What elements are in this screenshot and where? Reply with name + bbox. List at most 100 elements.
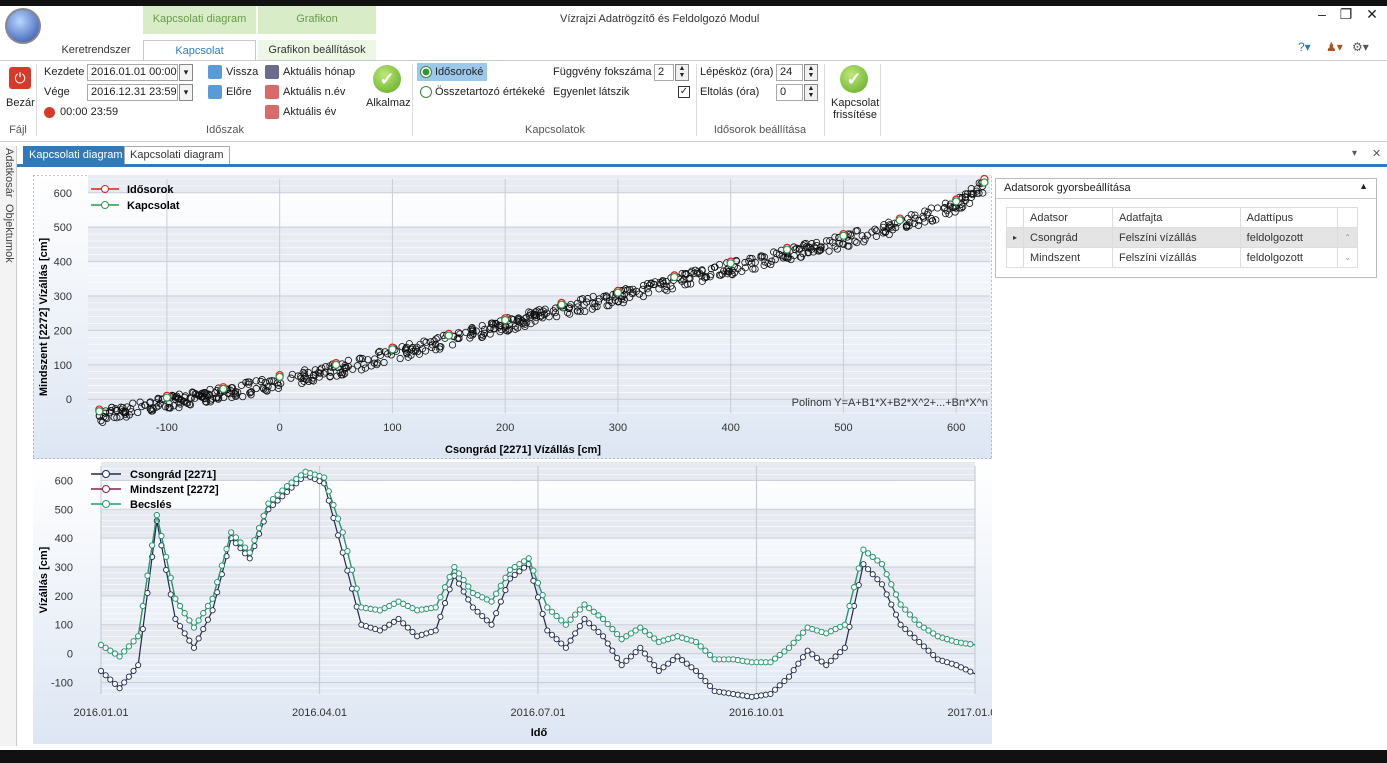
- series-point: [865, 550, 872, 557]
- cell[interactable]: feldolgozott: [1239, 247, 1339, 268]
- tab-keretrendszer[interactable]: Keretrendszer: [61, 44, 131, 56]
- doc-menu-chevron-icon[interactable]: ▾: [1352, 148, 1358, 159]
- help-icon[interactable]: ?▾: [1298, 40, 1311, 54]
- user-icon[interactable]: ♟▾: [1326, 40, 1343, 54]
- doc-tab-active[interactable]: Kapcsolati diagram: [23, 146, 129, 165]
- spinner-icon[interactable]: ▲ ▼: [804, 84, 818, 101]
- cluster-point: [480, 329, 489, 337]
- cluster-point: [678, 269, 686, 278]
- egyenlet-checkbox[interactable]: ✓: [678, 86, 690, 98]
- cell[interactable]: feldolgozott: [1239, 227, 1339, 248]
- y-tick-label: 300: [55, 562, 73, 574]
- cluster-point: [804, 249, 812, 257]
- alkalmaz-button[interactable]: Alkalmaz: [366, 97, 411, 109]
- series-point: [795, 634, 802, 641]
- bezar-button[interactable]: Bezár: [6, 97, 35, 109]
- legend-becsles: Becslés: [130, 499, 172, 511]
- doc-close-icon[interactable]: ✕: [1372, 148, 1382, 160]
- aktualis-nev-button[interactable]: Aktuális n.év: [283, 86, 346, 98]
- series-point: [176, 602, 184, 610]
- series-point: [460, 588, 467, 595]
- col-adattipus[interactable]: Adattípus: [1239, 207, 1339, 228]
- series-point: [400, 620, 407, 627]
- tab-grafikon-beallitasok[interactable]: Grafikon beállítások: [258, 40, 376, 60]
- series-point: [163, 553, 170, 560]
- collapse-icon[interactable]: ▲: [1359, 181, 1368, 191]
- spinner-icon[interactable]: ▲ ▼: [804, 64, 818, 81]
- scroll-down-icon[interactable]: ⌄: [1337, 247, 1358, 268]
- close-icon[interactable]: ✕: [1366, 6, 1378, 22]
- elore-button[interactable]: Előre: [226, 86, 252, 98]
- cluster-point: [808, 240, 816, 248]
- maximize-icon[interactable]: ❐: [1339, 6, 1353, 22]
- cluster-point: [342, 363, 350, 372]
- cluster-point: [409, 347, 418, 355]
- lepeskoz-field[interactable]: 24: [776, 64, 803, 81]
- tab-kapcsolat[interactable]: Kapcsolat: [143, 40, 256, 60]
- kapcsolat-frissitese-line2[interactable]: frissítése: [833, 109, 878, 121]
- eltolas-field[interactable]: 0: [776, 84, 803, 101]
- series-point: [190, 644, 198, 651]
- series-point: [878, 581, 886, 588]
- series-point: [246, 549, 253, 556]
- series-point: [444, 331, 453, 340]
- series-point: [772, 655, 779, 662]
- settings-gear-icon[interactable]: ⚙▾: [1352, 40, 1369, 54]
- refresh-check-icon[interactable]: ✓: [840, 65, 868, 93]
- series-point: [441, 584, 449, 591]
- power-icon[interactable]: ⏻: [9, 67, 31, 89]
- kapcsolat-frissitese-line1[interactable]: Kapcsolat: [831, 97, 880, 109]
- idosoroke-radio[interactable]: [420, 66, 432, 78]
- kezdete-field[interactable]: 2016.01.01 00:00: [87, 64, 178, 81]
- cluster-point: [574, 303, 582, 311]
- cell[interactable]: Felszíni vízállás: [1111, 247, 1241, 268]
- series-point: [785, 673, 793, 680]
- cluster-point: [715, 261, 724, 269]
- cell[interactable]: Mindszent: [1023, 247, 1113, 268]
- vege-field[interactable]: 2016.12.31 23:59: [87, 84, 178, 101]
- col-adatsor[interactable]: Adatsor: [1023, 207, 1113, 228]
- aktualis-honap-button[interactable]: Aktuális hónap: [283, 66, 356, 78]
- series-point: [172, 595, 179, 602]
- cell[interactable]: Csongrád: [1023, 227, 1113, 248]
- forward-icon: [208, 85, 222, 99]
- chevron-down-icon[interactable]: ▾: [179, 84, 193, 101]
- spinner-icon[interactable]: ▲ ▼: [675, 64, 689, 81]
- cluster-point: [940, 204, 948, 212]
- cluster-point: [108, 403, 116, 412]
- cluster-point: [301, 366, 309, 374]
- scroll-up-icon[interactable]: ⌃: [1337, 227, 1358, 248]
- vissza-button[interactable]: Vissza: [226, 66, 259, 78]
- series-point: [488, 598, 495, 605]
- cell[interactable]: Felszíni vízállás: [1111, 227, 1241, 248]
- osszetartozo-radio[interactable]: [420, 86, 432, 98]
- series-point: [297, 472, 304, 479]
- series-point: [595, 628, 602, 635]
- series-point: [916, 639, 923, 646]
- side-tab-adatkosar[interactable]: Adatkosár: [3, 148, 15, 198]
- series-point: [111, 650, 118, 657]
- cluster-point: [353, 362, 362, 370]
- cluster-point: [872, 232, 880, 240]
- cluster-point: [136, 398, 144, 406]
- chevron-down-icon[interactable]: ▾: [179, 64, 193, 81]
- series-point: [799, 654, 807, 661]
- fuggveny-field[interactable]: 2: [654, 64, 674, 81]
- doc-tab[interactable]: Kapcsolati diagram: [124, 146, 230, 165]
- table-row[interactable]: ▸ Csongrád Felszíni vízállás feldolgozot…: [1005, 227, 1358, 248]
- apply-check-icon[interactable]: ✓: [373, 65, 401, 93]
- y-tick-label: -100: [51, 677, 73, 689]
- side-tab-objektumok[interactable]: Objektumok: [3, 204, 15, 263]
- aktualis-ev-button[interactable]: Aktuális év: [283, 106, 337, 118]
- y-tick-label: 0: [66, 394, 72, 406]
- table-row[interactable]: Mindszent Felszíni vízállás feldolgozott…: [1005, 247, 1358, 268]
- cluster-point: [530, 310, 538, 319]
- series-point: [121, 648, 128, 655]
- series-point: [581, 615, 588, 623]
- col-adatfajta[interactable]: Adatfajta: [1111, 207, 1241, 228]
- cluster-point: [201, 395, 209, 403]
- cluster-point: [639, 281, 648, 290]
- series-point: [121, 679, 128, 686]
- minimize-icon[interactable]: –: [1318, 6, 1326, 22]
- cluster-point: [812, 238, 821, 247]
